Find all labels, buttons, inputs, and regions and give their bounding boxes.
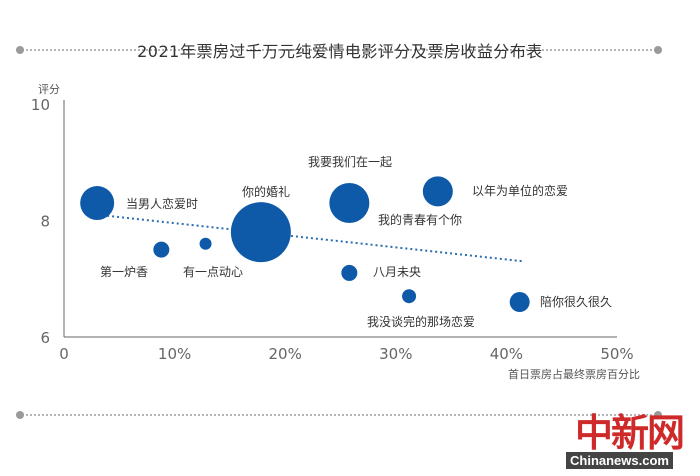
- chart-title: 2021年票房过千万元纯爱情电影评分及票房收益分布表: [137, 42, 543, 61]
- x-tick-label: 10%: [158, 345, 191, 363]
- y-axis-title: 评分: [38, 83, 60, 96]
- x-tick-label: 40%: [490, 345, 523, 363]
- data-point: [422, 176, 453, 207]
- top-divider: [16, 46, 662, 54]
- data-point: [402, 289, 417, 304]
- y-tick-label: 8: [40, 213, 50, 231]
- trendline: [97, 213, 524, 263]
- data-label: 你的婚礼: [242, 184, 290, 199]
- data-label: 八月未央: [373, 265, 421, 279]
- x-tick-label: 30%: [379, 345, 412, 363]
- x-tick-label: 20%: [269, 345, 302, 363]
- data-point: [153, 241, 170, 258]
- x-axis-title: 首日票房占最终票房百分比: [508, 367, 640, 381]
- x-tick-label: 50%: [600, 345, 633, 363]
- data-label: 陪你很久很久: [540, 294, 612, 309]
- data-label: 我没谈完的那场恋爱: [367, 314, 475, 329]
- data-point: [341, 264, 358, 281]
- data-label: 我要我们在一起: [308, 154, 392, 169]
- watermark-url: Chinanews.com: [566, 452, 673, 469]
- data-point: [351, 201, 366, 216]
- data-label: 第一炉香: [100, 265, 148, 279]
- data-point: [230, 202, 291, 263]
- data-label: 我的青春有个你: [378, 212, 462, 227]
- data-label: 当男人恋爱时: [126, 196, 198, 211]
- bottom-divider: [16, 411, 662, 419]
- y-tick-label: 6: [40, 329, 50, 347]
- y-tick-label: 10: [31, 96, 50, 114]
- data-point: [199, 237, 212, 250]
- data-point: [329, 183, 370, 224]
- data-label: 有一点动心: [183, 265, 243, 279]
- data-point: [80, 186, 115, 221]
- data-point: [509, 292, 530, 313]
- data-label: 以年为单位的恋爱: [472, 183, 568, 198]
- watermark-logo: 中新网: [575, 410, 685, 455]
- x-tick-label: 0: [59, 345, 69, 363]
